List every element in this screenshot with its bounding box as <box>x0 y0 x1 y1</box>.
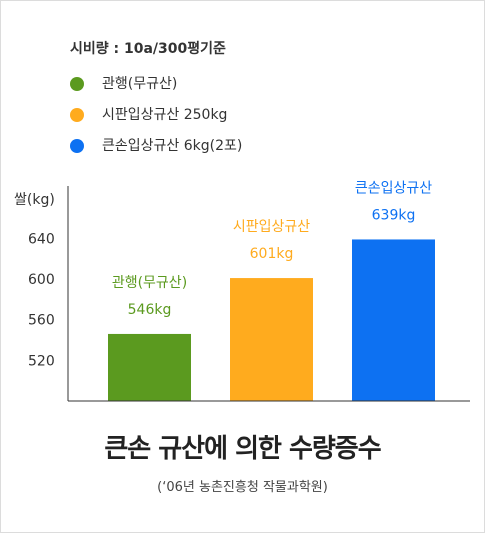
bar-category-label: 관행(무규산) <box>112 275 187 291</box>
bar-value-label: 639kg <box>372 207 416 223</box>
bar-value-label: 601kg <box>250 246 294 262</box>
legend-label: 시판입상규산 250kg <box>102 107 228 123</box>
bar-1 <box>108 333 191 401</box>
bar-2 <box>230 278 313 401</box>
y-axis-label: 쌀(kg) <box>14 192 55 208</box>
y-tick-label: 520 <box>28 353 55 369</box>
bar-value-label: 546kg <box>128 302 172 318</box>
chart-caption-source: (‘06년 농촌진흥청 작물과학원) <box>157 480 328 495</box>
bar-category-label: 큰손입상규산 <box>355 180 432 196</box>
legend-dot-icon <box>70 108 84 122</box>
chart-caption-title: 큰손 규산에 의한 수량증수 <box>104 434 381 464</box>
bar-category-label: 시판입상규산 <box>233 219 310 235</box>
y-tick-label: 560 <box>28 313 55 329</box>
fertilizer-note: 시비량 : 10a/300평기준 <box>70 41 226 57</box>
bar-3 <box>352 239 435 401</box>
y-tick-label: 640 <box>28 231 55 247</box>
legend-label: 큰손입상규산 6kg(2포) <box>102 138 243 154</box>
legend-dot-icon <box>70 77 84 91</box>
legend-label: 관행(무규산) <box>102 76 178 92</box>
legend-dot-icon <box>70 139 84 153</box>
y-tick-label: 600 <box>28 272 55 288</box>
